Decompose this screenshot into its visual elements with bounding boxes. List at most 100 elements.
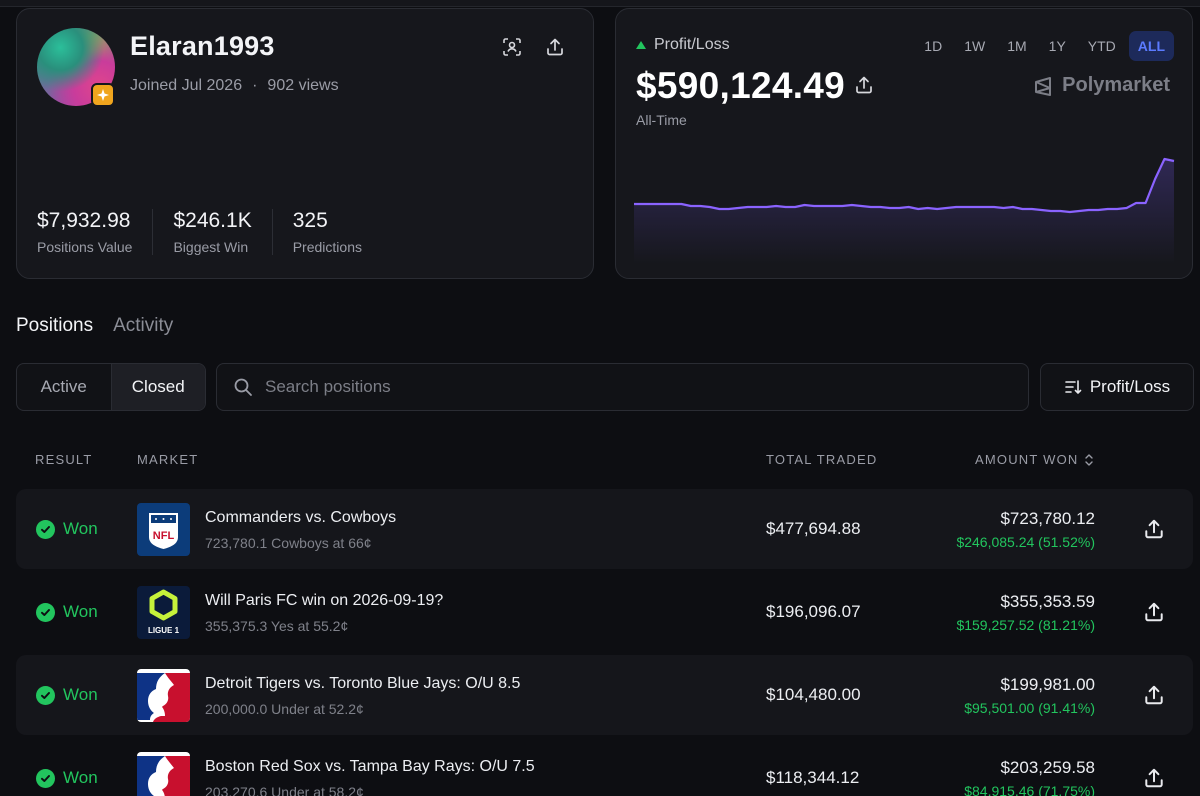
range-all[interactable]: ALL [1128, 31, 1174, 61]
table-row[interactable]: Won NFL Commanders vs. Cowboys 723,780.1… [16, 489, 1193, 569]
sort-updown-icon [1085, 453, 1094, 466]
ligue1-logo-icon: LIGUE 1 [137, 586, 190, 639]
profit-value: $95,501.00 (91.41%) [964, 700, 1095, 716]
market-title[interactable]: Will Paris FC win on 2026-09-19? [205, 592, 444, 609]
scan-icon [503, 38, 521, 56]
range-1y[interactable]: 1Y [1048, 38, 1066, 54]
range-ytd[interactable]: YTD [1087, 38, 1116, 54]
share-position-button[interactable] [1143, 684, 1167, 708]
view-count: 902 views [267, 77, 339, 94]
tab-activity[interactable]: Activity [113, 315, 174, 336]
market-subtitle: 203,270.6 Under at 58.2¢ [205, 784, 364, 796]
column-header-total-traded: TOTAL TRADED [766, 452, 878, 467]
range-1w[interactable]: 1W [964, 38, 986, 54]
profile-meta: Joined Jul 2026 · 902 views [130, 77, 339, 94]
share-icon [1145, 519, 1163, 539]
stat-value: 325 [292, 209, 328, 232]
sort-label: Profit/Loss [1089, 377, 1171, 396]
share-profile-button[interactable] [541, 33, 569, 61]
stat-positions-value: $7,932.98 Positions Value [37, 209, 154, 255]
pnl-label: Profit/Loss [654, 36, 730, 53]
position-status-toggle: Active Closed [16, 363, 206, 411]
pnl-chart-area [634, 159, 1174, 264]
total-traded-value: $104,480.00 [766, 685, 861, 704]
column-header-market: MARKET [137, 452, 199, 467]
search-icon [234, 378, 252, 396]
range-selector: 1D 1W 1M 1Y YTD ALL [915, 31, 1174, 61]
check-circle-icon [36, 768, 55, 788]
username: Elaran1993 [130, 31, 275, 61]
market-subtitle: 355,375.3 Yes at 55.2¢ [205, 618, 349, 634]
joined-date: Joined Jul 2026 [130, 77, 243, 94]
market-title[interactable]: Boston Red Sox vs. Tampa Bay Rays: O/U 7… [205, 758, 535, 775]
column-header-result: RESULT [35, 452, 93, 467]
share-position-button[interactable] [1143, 518, 1167, 542]
pnl-chart[interactable] [634, 149, 1176, 264]
amount-won-value: $723,780.12 [1000, 509, 1095, 528]
check-circle-icon [36, 685, 55, 705]
share-icon [1145, 602, 1163, 622]
result-cell: Won [36, 519, 98, 539]
market-title[interactable]: Detroit Tigers vs. Toronto Blue Jays: O/… [205, 675, 521, 692]
section-tabs: Positions Activity [16, 315, 173, 337]
pnl-header: Profit/Loss [636, 36, 730, 54]
result-cell: Won [36, 685, 98, 705]
share-icon [1145, 685, 1163, 705]
sort-icon [1065, 380, 1082, 395]
polymarket-brand: Polymarket [1032, 74, 1170, 97]
market-subtitle: 723,780.1 Cowboys at 66¢ [205, 535, 372, 551]
closed-filter-button[interactable]: Closed [110, 364, 205, 410]
share-pnl-button[interactable] [850, 71, 878, 99]
profit-loss-card: Profit/Loss $590,124.49 All-Time 1D 1W 1… [615, 8, 1193, 279]
stat-label: Positions Value [37, 239, 133, 255]
profile-stats: $7,932.98 Positions Value $246.1K Bigges… [37, 209, 402, 255]
up-triangle-icon [636, 41, 646, 49]
tab-positions[interactable]: Positions [16, 315, 94, 336]
total-traded-value: $118,344.12 [766, 768, 860, 787]
sort-button[interactable]: Profit/Loss [1040, 363, 1194, 411]
nfl-logo-icon: NFL [137, 503, 190, 556]
market-subtitle: 200,000.0 Under at 52.2¢ [205, 701, 364, 717]
amount-won-value: $355,353.59 [1000, 592, 1095, 611]
range-1d[interactable]: 1D [924, 38, 943, 54]
result-label: Won [63, 519, 98, 538]
amount-won-value: $203,259.58 [1000, 758, 1095, 777]
scan-profile-button[interactable] [498, 33, 526, 61]
share-icon [856, 76, 872, 94]
table-row[interactable]: Won Boston Red Sox vs. Tampa Bay Rays: O… [16, 738, 1193, 796]
polymarket-logo-icon [1035, 76, 1052, 96]
stat-value: $246.1K [173, 209, 252, 232]
range-1m[interactable]: 1M [1007, 38, 1027, 54]
pnl-period: All-Time [636, 112, 687, 128]
stat-value: $7,932.98 [37, 209, 131, 232]
svg-text:LIGUE 1: LIGUE 1 [148, 626, 180, 635]
share-position-button[interactable] [1143, 767, 1167, 791]
search-box [216, 363, 1029, 411]
active-filter-button[interactable]: Active [40, 377, 87, 396]
pnl-chart-line [634, 157, 1175, 214]
table-row[interactable]: Won Detroit Tigers vs. Toronto Blue Jays… [16, 655, 1193, 735]
result-label: Won [63, 685, 98, 704]
brand-name: Polymarket [1062, 74, 1170, 96]
mlb-logo-icon [137, 752, 190, 796]
amount-won-label: AMOUNT WON [975, 452, 1079, 467]
search-input[interactable] [265, 377, 965, 397]
amount-won-value: $199,981.00 [1000, 675, 1095, 694]
column-header-amount-won[interactable]: AMOUNT WON [975, 452, 1095, 467]
profit-value: $246,085.24 (51.52%) [956, 534, 1095, 550]
share-position-button[interactable] [1143, 601, 1167, 625]
result-cell: Won [36, 602, 98, 622]
share-icon [1145, 768, 1163, 788]
result-cell: Won [36, 768, 98, 788]
stat-label: Predictions [292, 239, 362, 255]
market-title[interactable]: Commanders vs. Cowboys [205, 509, 397, 526]
share-icon [547, 38, 563, 56]
result-label: Won [63, 768, 98, 787]
profit-value: $84,915.46 (71.75%) [964, 783, 1095, 796]
badge-icon [91, 83, 115, 107]
pnl-value: $590,124.49 [636, 65, 846, 106]
stat-predictions: 325 Predictions [293, 209, 382, 255]
profit-value: $159,257.52 (81.21%) [956, 617, 1095, 633]
table-row[interactable]: Won LIGUE 1 Will Paris FC win on 2026-09… [16, 572, 1193, 652]
profile-card: Elaran1993 Joined Jul 2026 · 902 views $7,… [16, 8, 594, 279]
